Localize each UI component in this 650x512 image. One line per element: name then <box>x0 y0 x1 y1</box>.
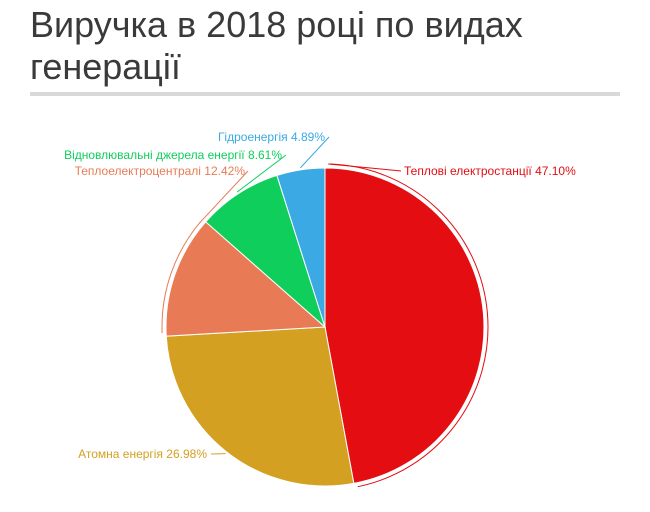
label-bracket-теплоелектроцентралі <box>161 221 201 334</box>
pie-slice-атомна-енергія[interactable] <box>165 326 355 487</box>
pie-slice-теплові-електростанції[interactable] <box>324 167 485 484</box>
title-underline <box>30 92 620 96</box>
chart-title: Виручка в 2018 році по видах генерації <box>30 4 523 87</box>
data-label-теплоелектроцентралі: Теплоелектроцентралі 12.42% <box>75 164 246 178</box>
label-connector-теплові-електростанції <box>329 163 402 172</box>
data-label-гідроенергія: Гідроенергія 4.89% <box>218 130 325 144</box>
label-connector-відновлювальні-джерела-енергії <box>236 154 287 193</box>
label-connector-гідроенергія <box>299 136 330 169</box>
data-label-відновлювальні-джерела-енергії: Відновлювальні джерела енергії 8.61% <box>64 148 282 162</box>
pie-slice-відновлювальні-джерела-енергії[interactable] <box>205 174 327 329</box>
pie-slice-гідроенергія[interactable] <box>276 167 326 328</box>
label-connector-теплоелектроцентралі <box>199 170 249 224</box>
label-bracket-теплові-електростанції <box>328 163 489 488</box>
data-label-теплові-електростанції: Теплові електростанції 47.10% <box>404 164 576 178</box>
data-label-атомна-енергія: Атомна енергія 26.98% <box>78 447 207 461</box>
pie-slice-теплоелектроцентралі[interactable] <box>165 221 327 337</box>
